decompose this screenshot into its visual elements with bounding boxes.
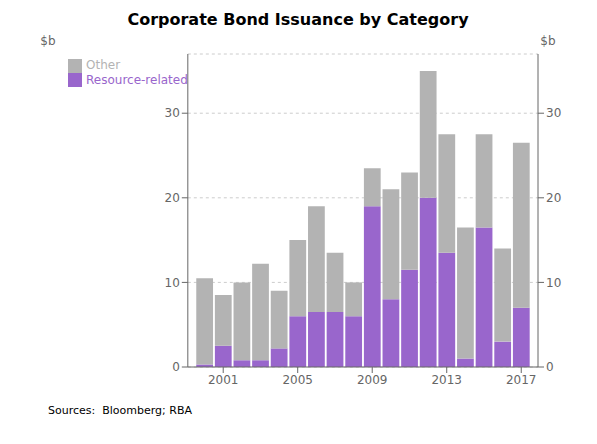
svg-text:20: 20 [546, 191, 561, 205]
svg-text:2009: 2009 [357, 373, 388, 387]
html-text:Resource-related: Resource-related [86, 72, 188, 87]
svg-text:2005: 2005 [282, 373, 313, 387]
svg-text:10: 10 [165, 276, 180, 290]
svg-text:20: 20 [165, 191, 180, 205]
svg-text:2001: 2001 [208, 373, 239, 387]
svg-text:2017: 2017 [506, 373, 537, 387]
svg-text:2013: 2013 [431, 373, 462, 387]
svg-text:0: 0 [546, 360, 554, 374]
svg-text:30: 30 [165, 106, 180, 120]
svg-text:10: 10 [546, 276, 561, 290]
html-text:$b: $b [540, 34, 556, 48]
html-text:$b: $b [40, 34, 56, 48]
svg-text:0: 0 [172, 360, 180, 374]
html-text:Corporate Bond Issuance by Cat: Corporate Bond Issuance by Category [127, 10, 469, 29]
html-text:Other: Other [86, 58, 121, 72]
html-text:Sources: Bloomberg; RBA: Sources: Bloomberg; RBA [48, 404, 192, 417]
svg-text:30: 30 [546, 106, 561, 120]
